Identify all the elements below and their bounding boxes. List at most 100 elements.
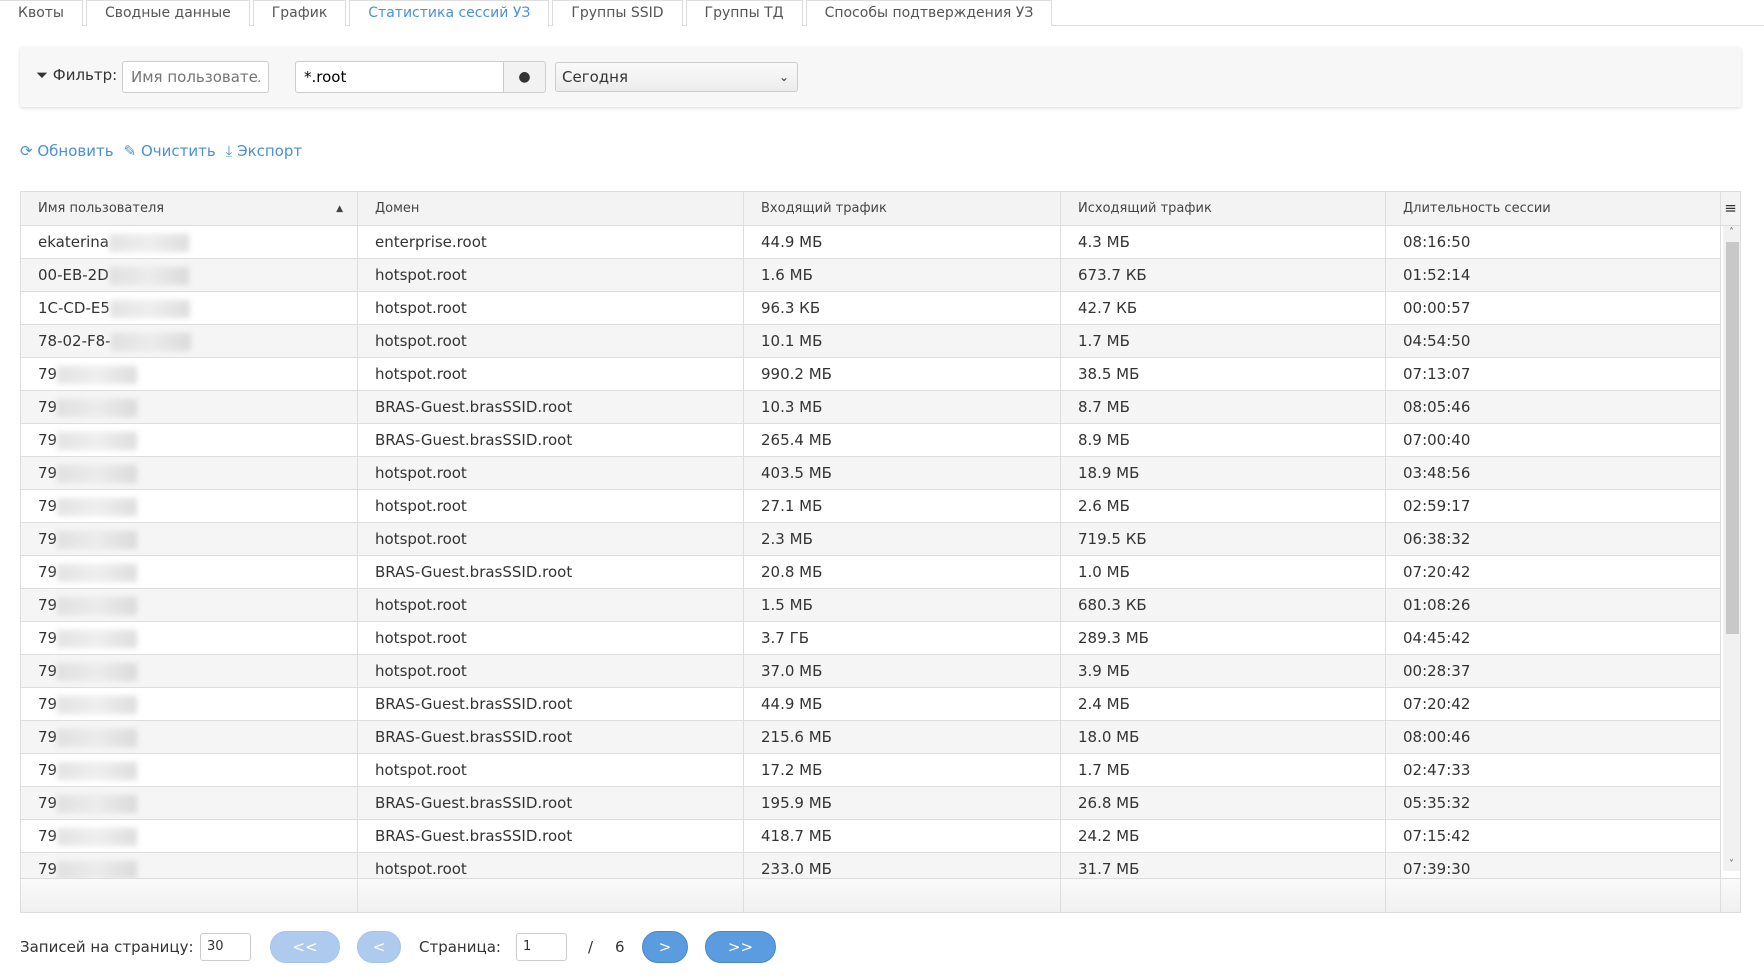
redacted-text: [110, 332, 191, 351]
table-row[interactable]: 79 hotspot.root 2.3 МБ 719.5 КБ 06:38:32: [21, 523, 1721, 556]
tab-5[interactable]: Группы ТД: [685, 0, 803, 26]
scrollbar-thumb[interactable]: [1726, 242, 1739, 634]
cell-text: 01:08:26: [1403, 596, 1471, 614]
export-button[interactable]: ⤓ Экспорт: [225, 142, 303, 160]
cell-text: 79: [38, 761, 58, 779]
table-row[interactable]: 79 BRAS-Guest.brasSSID.root 195.9 МБ 26.8 М…: [21, 787, 1721, 820]
duration-cell: 07:15:42: [1386, 820, 1721, 852]
redacted-text: [57, 530, 138, 549]
vertical-scrollbar[interactable]: ˄ ˅: [1723, 226, 1740, 871]
column-header-username[interactable]: Имя пользователя ▲: [21, 192, 358, 225]
domain-cell: hotspot.root: [358, 754, 744, 786]
table-row[interactable]: 79 BRAS-Guest.brasSSID.root 265.4 МБ 8.9 МБ…: [21, 424, 1721, 457]
tab-4[interactable]: Группы SSID: [552, 0, 683, 26]
incoming-cell: 44.9 МБ: [744, 226, 1061, 258]
cell-text: 79: [38, 431, 58, 449]
table-row[interactable]: 79 BRAS-Guest.brasSSID.root 44.9 МБ 2.4 МБ 0…: [21, 688, 1721, 721]
tab-3[interactable]: Статистика сессий УЗ: [349, 0, 550, 27]
table-row[interactable]: 79 hotspot.root 1.5 МБ 680.3 КБ 01:08:26: [21, 589, 1721, 622]
tab-0[interactable]: Квоты: [0, 0, 83, 26]
cell-text: 20.8 МБ: [761, 563, 823, 581]
cell-text: hotspot.root: [375, 761, 467, 779]
outgoing-cell: 2.4 МБ: [1061, 688, 1386, 720]
table-row[interactable]: 79 hotspot.root 3.7 ГБ 289.3 МБ 04:45:42: [21, 622, 1721, 655]
table-footer: [21, 878, 1740, 912]
outgoing-cell: 8.9 МБ: [1061, 424, 1386, 456]
outgoing-cell: 42.7 КБ: [1061, 292, 1386, 324]
chevron-down-icon: ⌄: [778, 70, 789, 84]
domain-cell: BRAS-Guest.brasSSID.root: [358, 391, 744, 423]
table-row[interactable]: 79 hotspot.root 17.2 МБ 1.7 МБ 02:47:33: [21, 754, 1721, 787]
username-cell: 79: [21, 622, 358, 654]
tab-6[interactable]: Способы подтверждения УЗ: [805, 0, 1053, 26]
cell-text: 79: [38, 530, 58, 548]
scroll-up-icon[interactable]: ˄: [1729, 227, 1734, 238]
table-row[interactable]: 78-02-F8- hotspot.root 10.1 МБ 1.7 МБ 04:54:…: [21, 325, 1721, 358]
username-cell: 79: [21, 523, 358, 555]
column-menu-icon[interactable]: ≡: [1724, 199, 1737, 217]
column-header-incoming[interactable]: Входящий трафик: [744, 192, 1061, 225]
username-cell: 79: [21, 358, 358, 390]
outgoing-cell: 1.7 МБ: [1061, 754, 1386, 786]
prev-page-button[interactable]: <: [357, 931, 401, 963]
username-cell: 1C-CD-E5: [21, 292, 358, 324]
duration-cell: 07:39:30: [1386, 853, 1721, 885]
duration-cell: 00:28:37: [1386, 655, 1721, 687]
column-header-duration[interactable]: Длительность сессии: [1386, 192, 1721, 225]
table-row[interactable]: 1C-CD-E5 hotspot.root 96.3 КБ 42.7 КБ 00:00:…: [21, 292, 1721, 325]
clear-button[interactable]: ✎ Очистить: [123, 142, 216, 160]
username-filter-input[interactable]: [122, 61, 269, 93]
cell-text: hotspot.root: [375, 629, 467, 647]
tab-2[interactable]: График: [252, 0, 347, 26]
outgoing-cell: 26.8 МБ: [1061, 787, 1386, 819]
table-row[interactable]: 00-EB-2D hotspot.root 1.6 МБ 673.7 КБ 01:52:…: [21, 259, 1721, 292]
domain-cell: BRAS-Guest.brasSSID.root: [358, 424, 744, 456]
table-row[interactable]: 79 BRAS-Guest.brasSSID.root 215.6 МБ 18.0 М…: [21, 721, 1721, 754]
duration-cell: 05:35:32: [1386, 787, 1721, 819]
period-select[interactable]: Сегодня ⌄: [555, 62, 798, 92]
incoming-cell: 403.5 МБ: [744, 457, 1061, 489]
domain-cell: hotspot.root: [358, 292, 744, 324]
cell-text: 719.5 КБ: [1078, 530, 1147, 548]
table-row[interactable]: 79 BRAS-Guest.brasSSID.root 20.8 МБ 1.0 МБ 0…: [21, 556, 1721, 589]
cell-text: hotspot.root: [375, 497, 467, 515]
page-input[interactable]: 1: [516, 933, 567, 961]
cell-text: 418.7 МБ: [761, 827, 832, 845]
cell-text: 79: [38, 563, 58, 581]
domain-filter-input[interactable]: [295, 61, 504, 93]
username-cell: 79: [21, 655, 358, 687]
domain-cell: hotspot.root: [358, 358, 744, 390]
cell-text: 31.7 МБ: [1078, 860, 1140, 878]
incoming-cell: 233.0 МБ: [744, 853, 1061, 885]
next-page-button[interactable]: >: [642, 931, 688, 963]
table-row[interactable]: 79 hotspot.root 37.0 МБ 3.9 МБ 00:28:37: [21, 655, 1721, 688]
globe-icon: ●: [518, 69, 531, 85]
table-row[interactable]: 79 BRAS-Guest.brasSSID.root 418.7 МБ 24.2 М…: [21, 820, 1721, 853]
first-page-button[interactable]: <<: [270, 931, 340, 963]
domain-select-button[interactable]: ●: [503, 61, 546, 93]
cell-text: BRAS-Guest.brasSSID.root: [375, 728, 573, 746]
incoming-cell: 44.9 МБ: [744, 688, 1061, 720]
table-row[interactable]: 79 hotspot.root 27.1 МБ 2.6 МБ 02:59:17: [21, 490, 1721, 523]
cell-text: 07:00:40: [1403, 431, 1471, 449]
filter-label: ⏷ Фильтр:: [36, 66, 118, 84]
outgoing-cell: 673.7 КБ: [1061, 259, 1386, 291]
redacted-text: [109, 299, 190, 318]
cell-text: 08:05:46: [1403, 398, 1471, 416]
tab-1[interactable]: Сводные данные: [85, 0, 250, 26]
table-row[interactable]: 79 BRAS-Guest.brasSSID.root 10.3 МБ 8.7 МБ 0…: [21, 391, 1721, 424]
username-cell: 79: [21, 688, 358, 720]
column-header-outgoing[interactable]: Исходящий трафик: [1061, 192, 1386, 225]
column-header-domain[interactable]: Домен: [358, 192, 744, 225]
table-row[interactable]: ekaterina enterprise.root 44.9 МБ 4.3 МБ 08:…: [21, 226, 1721, 259]
table-row[interactable]: 79 hotspot.root 403.5 МБ 18.9 МБ 03:48:56: [21, 457, 1721, 490]
cell-text: 27.1 МБ: [761, 497, 823, 515]
last-page-button[interactable]: >>: [705, 931, 776, 963]
refresh-button[interactable]: ⟳ Обновить: [20, 142, 114, 160]
duration-cell: 01:08:26: [1386, 589, 1721, 621]
scroll-down-icon[interactable]: ˅: [1729, 859, 1734, 870]
redacted-text: [57, 662, 138, 681]
redacted-text: [57, 827, 138, 846]
per-page-input[interactable]: 30: [200, 933, 251, 961]
table-row[interactable]: 79 hotspot.root 990.2 МБ 38.5 МБ 07:13:07: [21, 358, 1721, 391]
